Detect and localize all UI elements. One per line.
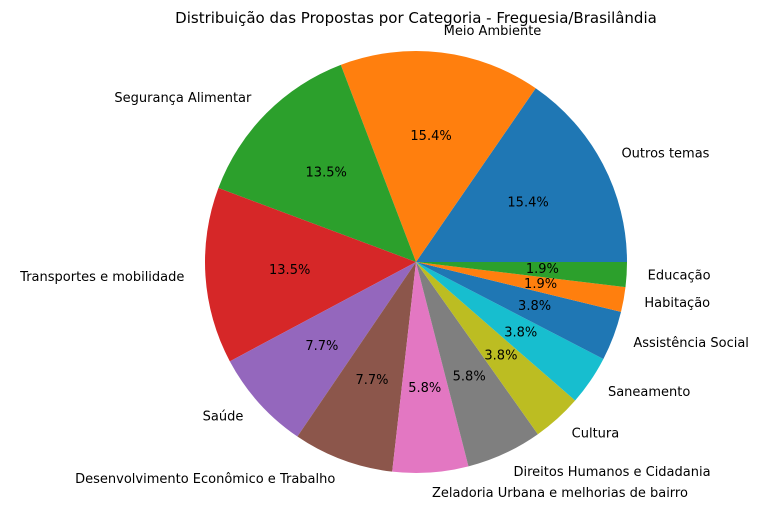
pie-slice-desenvolvimento-economico-e-trabalho	[297, 262, 416, 472]
pie-slices	[205, 51, 627, 473]
pie-slice-assistencia-social	[416, 262, 622, 359]
percent-label-cultura: 3.8%	[484, 348, 517, 363]
category-label-saude: Saúde	[203, 410, 244, 425]
percent-labels: 15.4% 15.4% 13.5% 13.5% 7.7% 7.7% 5.8% 5.8% 3.8%…	[269, 129, 559, 396]
category-label-seguranca-alimentar: Segurança Alimentar	[114, 91, 252, 106]
pie-slice-educacao	[416, 262, 627, 288]
percent-label-assistencia-social: 3.8%	[518, 299, 551, 314]
pie-slice-transportes-e-mobilidade	[205, 188, 416, 362]
category-label-desenvolvimento-economico-e-trabalho: Desenvolvimento Econômico e Trabalho	[75, 472, 335, 487]
percent-label-desenvolvimento-economico-e-trabalho: 7.7%	[355, 373, 388, 388]
pie-slice-zeladoria-urbana-e-melhorias-de-bairro	[392, 262, 469, 473]
percent-label-saude: 7.7%	[305, 339, 338, 354]
pie-slice-saude	[229, 262, 416, 437]
pie-slice-cultura	[416, 262, 576, 435]
pie-slice-saneamento	[416, 262, 604, 401]
pie-slice-outros-temas	[416, 88, 627, 262]
percent-label-educacao: 1.9%	[526, 262, 559, 277]
category-label-zeladoria-urbana-e-melhorias-de-bairro: Zeladoria Urbana e melhorias de bairro	[432, 486, 688, 501]
percent-label-meio-ambiente: 15.4%	[410, 129, 451, 144]
pie-slice-seguranca-alimentar	[218, 64, 416, 262]
pie-slice-direitos-humanos-e-cidadania	[416, 262, 538, 467]
category-label-assistencia-social: Assistência Social	[633, 336, 749, 351]
category-label-cultura: Cultura	[572, 427, 620, 442]
pie-slice-habitacao	[416, 262, 626, 312]
category-label-meio-ambiente: Meio Ambiente	[444, 24, 542, 39]
percent-label-habitacao: 1.9%	[524, 277, 557, 292]
percent-label-saneamento: 3.8%	[504, 326, 537, 341]
category-label-outros-temas: Outros temas	[621, 147, 709, 162]
percent-label-outros-temas: 15.4%	[507, 196, 548, 211]
category-label-transportes-e-mobilidade: Transportes e mobilidade	[19, 270, 184, 285]
pie-slice-meio-ambiente	[340, 51, 536, 262]
percent-label-zeladoria-urbana-e-melhorias-de-bairro: 5.8%	[408, 381, 441, 396]
category-label-saneamento: Saneamento	[608, 385, 690, 400]
chart-title: Distribuição das Propostas por Categoria…	[175, 9, 657, 27]
percent-label-direitos-humanos-e-cidadania: 5.8%	[453, 369, 486, 384]
category-label-direitos-humanos-e-cidadania: Direitos Humanos e Cidadania	[514, 465, 711, 480]
category-label-educacao: Educação	[648, 268, 711, 283]
category-labels: Outros temas Meio Ambiente Segurança Alime…	[19, 24, 749, 501]
percent-label-seguranca-alimentar: 13.5%	[306, 165, 347, 180]
category-label-habitacao: Habitação	[644, 296, 710, 311]
percent-label-transportes-e-mobilidade: 13.5%	[269, 263, 310, 278]
